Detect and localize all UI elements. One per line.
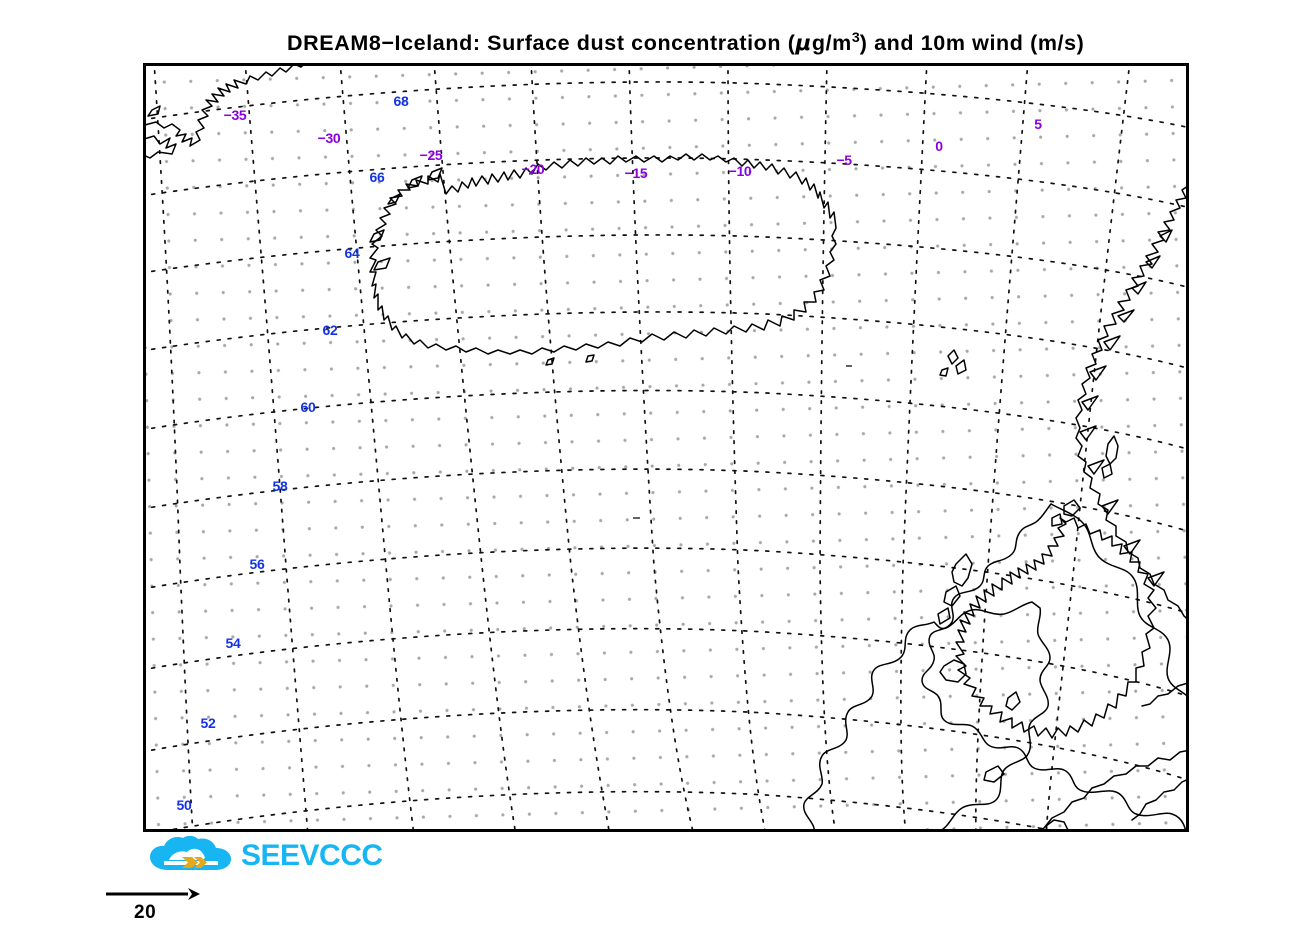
logo-wordmark: SEEVCCC	[241, 839, 383, 872]
lat-label: 52	[200, 715, 216, 731]
lon-label: −35	[223, 107, 247, 123]
lat-label: 54	[225, 635, 241, 651]
coastline-orkney	[1063, 499, 1081, 517]
coastline-greenland	[146, 66, 304, 147]
title-line-1-post: ) and 10m wind (m/s)	[859, 31, 1085, 56]
title-line-1: DREAM8−Iceland: Surface dust concentrati…	[143, 8, 1189, 78]
coastline-hebrides	[951, 553, 973, 587]
lat-label: 56	[249, 556, 265, 572]
lon-label: −5	[836, 152, 852, 168]
lon-label: −20	[521, 161, 545, 177]
coastline-faroes	[947, 349, 959, 365]
lon-label: 5	[1034, 116, 1042, 132]
lat-label: 60	[300, 399, 316, 415]
lon-label: −10	[728, 163, 752, 179]
coastline-ireland	[803, 601, 1051, 829]
wind-scale-value: 20	[134, 902, 157, 923]
coastlines	[146, 66, 1186, 829]
lat-label: 58	[272, 478, 288, 494]
wind-arrow-icon	[106, 888, 200, 900]
map-panel[interactable]: −35 −30 −25 −20 −15 −10 −5 0 5 68 66 64 …	[143, 63, 1189, 832]
micro-symbol: μ	[795, 31, 812, 57]
lon-label: −25	[419, 147, 443, 163]
coastline-norway	[1075, 186, 1186, 619]
title-line-1-mid: g/m	[811, 31, 852, 56]
lat-label: 50	[176, 797, 192, 813]
map-canvas	[146, 66, 1186, 829]
coastline-iceland	[369, 153, 837, 355]
lat-label: 66	[369, 169, 385, 185]
lat-label: 68	[393, 93, 409, 109]
lon-label: −30	[317, 130, 341, 146]
title-superscript: 3	[851, 30, 860, 46]
lon-label: −15	[624, 165, 648, 181]
title-line-1-pre: DREAM8−Iceland: Surface dust concentrati…	[287, 31, 796, 56]
seevccc-logo: SEEVCCC	[148, 836, 383, 876]
wind-reference-vector: 20	[104, 884, 224, 924]
coastline-france	[1040, 750, 1186, 829]
coastline-shetland	[1105, 435, 1119, 465]
coastline-great-britain	[955, 517, 1157, 739]
lon-label: 0	[935, 138, 943, 154]
wind-vector-grid	[146, 66, 1186, 829]
lat-label: 64	[344, 245, 360, 261]
lat-label: 62	[322, 322, 338, 338]
cloud-icon	[150, 836, 231, 870]
